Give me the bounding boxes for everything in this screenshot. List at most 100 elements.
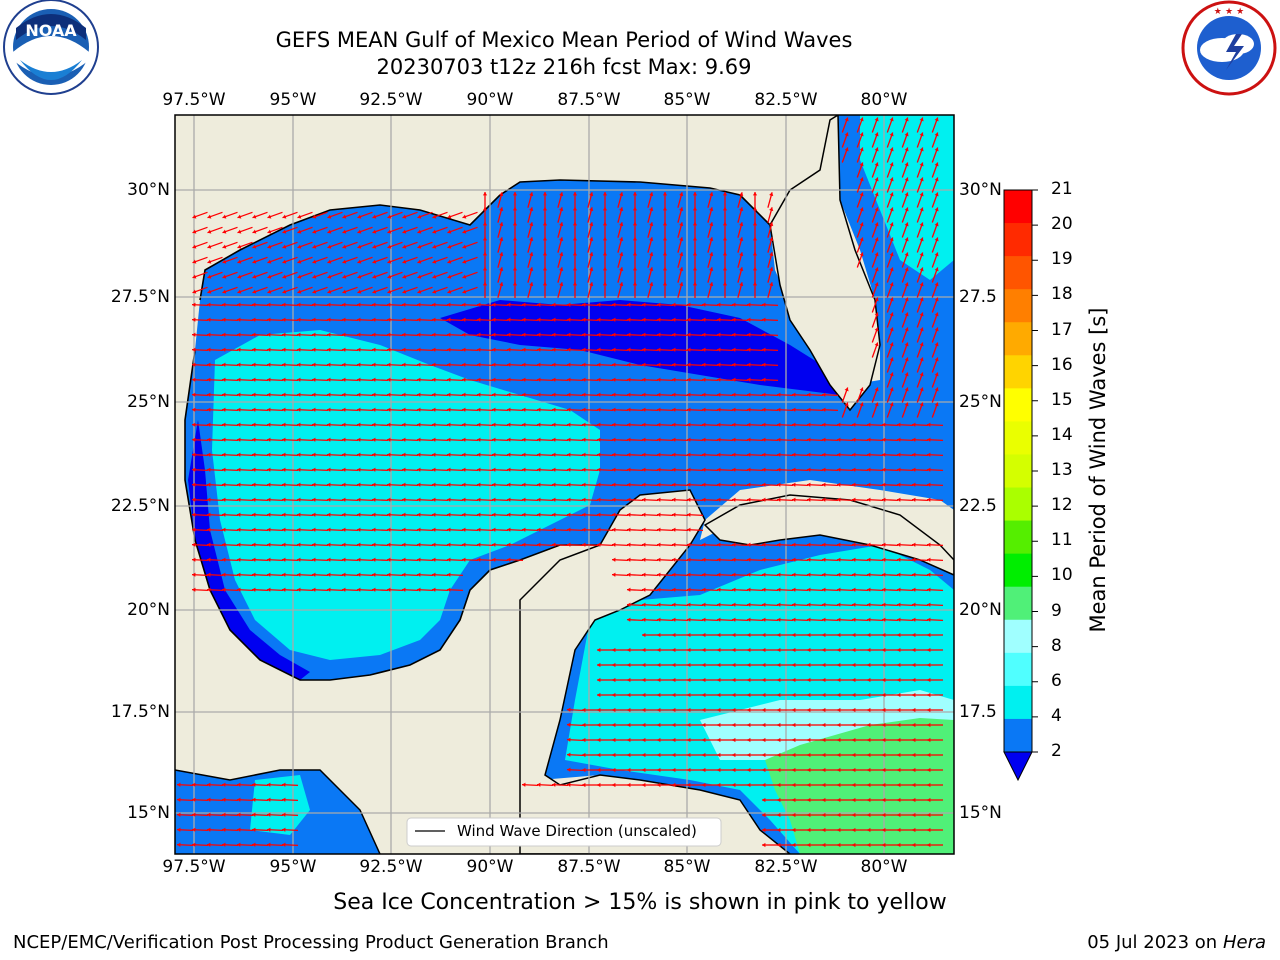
wind-arrow-head: [739, 282, 744, 287]
wind-arrow-head: [507, 452, 511, 457]
wind-arrow-head: [597, 752, 601, 758]
wind-arrow-head: [874, 342, 879, 347]
wind-arrow-head: [462, 452, 466, 457]
wind-arrow-head: [687, 752, 691, 758]
wind-arrow-head: [492, 332, 496, 337]
wind-arrow-head: [267, 317, 271, 322]
wind-arrow-head: [777, 572, 781, 577]
wind-arrow-head: [507, 302, 511, 307]
wind-arrow-head: [747, 377, 751, 382]
wind-arrow-head: [567, 437, 571, 442]
wind-arrow-head: [597, 422, 601, 427]
wind-arrow-head: [192, 377, 196, 382]
wind-arrow-head: [342, 407, 346, 412]
wind-arrow-head: [597, 722, 601, 728]
wind-arrow-head: [837, 692, 841, 698]
wind-arrow-head: [649, 192, 654, 197]
wind-arrow-head: [582, 527, 586, 532]
wind-arrow-head: [492, 467, 496, 472]
wind-arrow-head: [687, 542, 691, 547]
wind-arrow-head: [717, 557, 721, 562]
wind-arrow-head: [432, 452, 436, 457]
wind-arrow-head: [207, 437, 211, 442]
wind-arrow-head: [867, 737, 871, 743]
wind-arrow-head: [897, 647, 901, 653]
wind-arrow-head: [267, 527, 271, 532]
wind-arrow-head: [357, 377, 361, 382]
wind-arrow-head: [867, 557, 871, 562]
wind-arrow-head: [282, 317, 286, 322]
wind-arrow-head: [732, 722, 736, 728]
wind-arrow-head: [662, 222, 668, 226]
wind-arrow-head: [417, 467, 421, 472]
wind-arrow-head: [222, 572, 226, 577]
wind-arrow-head: [522, 392, 526, 397]
wind-arrow-head: [777, 587, 781, 592]
wind-arrow-head: [552, 377, 556, 382]
wind-arrow-head: [297, 452, 301, 457]
wind-arrow-head: [822, 602, 826, 607]
wind-arrow-head: [447, 527, 451, 532]
wind-arrow-head: [867, 572, 871, 577]
wind-arrow-head: [207, 467, 211, 472]
wind-arrow-head: [402, 377, 406, 382]
wind-arrow-head: [702, 467, 706, 472]
wind-arrow-head: [792, 677, 796, 683]
wind-arrow-head: [807, 812, 811, 818]
wind-arrow-head: [777, 602, 781, 607]
wind-arrow-head: [482, 282, 488, 286]
wind-arrow-head: [672, 362, 676, 367]
wind-arrow-head: [927, 737, 931, 743]
wind-arrow-head: [552, 317, 556, 322]
wind-arrow-head: [612, 707, 616, 713]
wind-arrow-head: [679, 207, 684, 212]
wind-arrow-head: [327, 422, 331, 427]
wind-arrow-head: [372, 527, 376, 532]
wind-arrow-head: [222, 289, 227, 294]
wind-arrow-head: [312, 347, 316, 352]
wind-arrow-head: [807, 797, 811, 803]
wind-arrow-head: [889, 147, 894, 152]
wind-arrow-head: [342, 512, 346, 517]
wind-arrow-head: [597, 467, 601, 472]
wind-arrow-head: [732, 437, 736, 442]
wind-arrow-head: [672, 692, 676, 698]
wind-arrow-head: [537, 512, 541, 517]
wind-arrow-head: [642, 587, 646, 592]
lat-label-left: 15°N: [127, 803, 170, 823]
wind-arrow-head: [492, 362, 496, 367]
wind-arrow-head: [357, 362, 361, 367]
wind-arrow-head: [702, 647, 706, 653]
wind-arrow-head: [237, 812, 241, 817]
wind-arrow-head: [747, 767, 751, 773]
wind-arrow-head: [837, 737, 841, 743]
wind-arrow-head: [357, 497, 361, 502]
wind-arrow-head: [282, 259, 287, 264]
wind-arrow-head: [709, 192, 714, 197]
wind-arrow-head: [619, 267, 624, 272]
wind-arrow-head: [402, 542, 406, 547]
wind-arrow-head: [852, 572, 856, 577]
wind-arrow-head: [672, 332, 676, 337]
wind-arrow-head: [762, 722, 766, 728]
wind-arrow-head: [762, 542, 766, 547]
wind-arrow-head: [747, 647, 751, 653]
wind-arrow-head: [559, 222, 564, 227]
wind-arrow-head: [889, 402, 894, 407]
wind-arrow-head: [252, 407, 256, 412]
wind-arrow-head: [927, 797, 931, 803]
wind-arrow-head: [904, 387, 909, 392]
wind-arrow-head: [627, 767, 631, 773]
map-plot-area: [175, 115, 954, 854]
wind-arrow-head: [837, 467, 841, 472]
wind-arrow-head: [717, 332, 721, 337]
wind-arrow-head: [822, 617, 826, 622]
wind-arrow-head: [702, 497, 706, 502]
map-frame: [174, 114, 955, 855]
wind-arrow-head: [752, 192, 758, 196]
wind-arrow-head: [687, 782, 691, 788]
wind-arrow-head: [867, 797, 871, 803]
wind-arrow-head: [512, 267, 518, 271]
wind-arrow-head: [282, 512, 286, 517]
wind-arrow-head: [237, 377, 241, 382]
